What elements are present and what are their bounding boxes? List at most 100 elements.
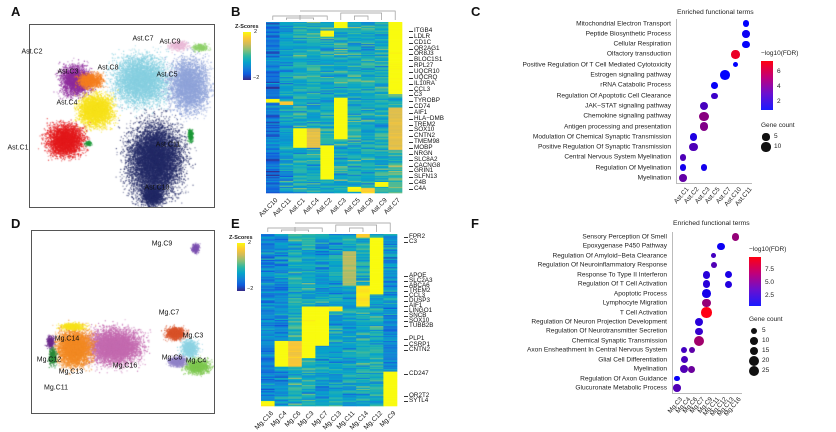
heatmap-cell	[288, 296, 303, 299]
gene-label: SOX10	[409, 317, 430, 324]
heatmap-cell	[334, 162, 348, 164]
heatmap-cell	[374, 101, 389, 103]
heatmap-cell	[279, 109, 294, 112]
heatmap-cell	[329, 316, 343, 318]
heatmap-cell	[356, 320, 371, 322]
heatmap-cell	[293, 35, 308, 37]
heatmap-cell	[274, 269, 289, 272]
heatmap-cell	[334, 119, 348, 122]
heatmap-cell	[301, 322, 316, 324]
heatmap-cell	[293, 157, 308, 160]
heatmap-cell	[374, 62, 389, 64]
heatmap-cell	[347, 117, 362, 119]
heatmap-cell	[347, 189, 362, 191]
heatmap-cell	[266, 130, 280, 133]
heatmap-cell	[361, 43, 376, 46]
heatmap-cell	[388, 151, 403, 153]
heatmap-cell	[334, 158, 348, 161]
heatmap-cell	[315, 237, 330, 240]
heatmap-cell	[342, 286, 357, 289]
heatmap-cell	[301, 350, 316, 353]
heatmap-cell	[334, 52, 348, 55]
heatmap-cell	[306, 86, 321, 89]
cluster-label: Ast.C1	[7, 144, 29, 152]
heatmap-cell	[388, 45, 403, 47]
heatmap-cell	[301, 300, 316, 302]
heatmap-cell	[315, 241, 330, 243]
heatmap-cell	[288, 247, 303, 250]
heatmap-cell	[274, 308, 289, 311]
gene-label: CNTN2	[409, 346, 430, 353]
heatmap-cell	[306, 111, 321, 113]
heatmap-cell	[369, 245, 384, 247]
heatmap-cell	[369, 253, 384, 256]
cluster-label: Mg.C6	[161, 354, 183, 362]
heatmap-cell	[388, 24, 403, 26]
heatmap-cell	[266, 145, 280, 147]
heatmap-cell	[383, 381, 398, 383]
heatmap-cell	[342, 363, 357, 365]
heatmap-cell	[279, 186, 294, 189]
heatmap-cell	[320, 56, 335, 58]
heatmap-cell	[279, 41, 294, 44]
heatmap-cell	[266, 163, 280, 166]
heatmap-cell	[329, 337, 343, 339]
heatmap-cell	[315, 280, 330, 283]
heatmap-cell	[320, 98, 335, 101]
heatmap-cell	[266, 161, 280, 163]
heatmap-cell	[388, 141, 403, 144]
heatmap-cell	[301, 235, 316, 237]
heatmap-cell	[274, 248, 289, 251]
heatmap-cell	[293, 190, 308, 193]
heatmap-cell	[293, 61, 308, 63]
heatmap-cell	[361, 29, 376, 31]
heatmap-cell	[347, 138, 362, 140]
heatmap-cell	[342, 350, 357, 353]
heatmap-cell	[279, 35, 294, 37]
heatmap-cell	[320, 81, 335, 84]
heatmap-cell	[342, 348, 357, 350]
heatmap-cell	[342, 394, 357, 397]
cluster-label: Mg.C12	[36, 356, 62, 364]
heatmap-cell	[288, 342, 303, 344]
heatmap-cell	[374, 177, 389, 179]
heatmap-cell	[266, 30, 280, 33]
heatmap-cell	[301, 394, 316, 397]
heatmap-cell	[347, 59, 362, 62]
heatmap-cell	[288, 308, 303, 311]
heatmap-cell	[369, 374, 384, 376]
heatmap-cell	[347, 76, 362, 79]
heatmap-cell	[261, 248, 275, 251]
heatmap-cell	[342, 372, 357, 375]
heatmap-cell	[274, 358, 289, 360]
heatmap-cell	[347, 84, 362, 86]
heatmap-cell	[306, 112, 321, 114]
heatmap-cell	[301, 364, 316, 366]
heatmap-cell	[288, 275, 303, 278]
heatmap-cell	[347, 191, 362, 194]
heatmap-cell	[356, 393, 371, 396]
heatmap-cell	[306, 180, 321, 183]
heatmap-cell	[347, 86, 362, 89]
heatmap-cell	[342, 283, 357, 285]
heatmap-cell	[334, 34, 348, 36]
heatmap-cell	[274, 305, 289, 307]
term-label: Apoptotic Process	[613, 290, 667, 298]
heatmap-cell	[361, 140, 376, 142]
heatmap-cell	[329, 372, 343, 375]
heatmap-cell	[383, 262, 398, 264]
gene-label: LDLR	[414, 32, 431, 40]
heatmap-cell	[329, 365, 343, 367]
heatmap-cell	[266, 46, 280, 48]
heatmap-cell	[347, 107, 362, 110]
heatmap-cell	[315, 279, 330, 281]
heatmap-cell	[261, 380, 275, 382]
heatmap-cell	[342, 355, 357, 358]
gene-label: SLC2A3	[409, 277, 433, 284]
heatmap-cell	[315, 296, 330, 299]
heatmap-cell	[388, 166, 403, 168]
heatmap-cell	[361, 69, 376, 72]
heatmap-cell	[274, 253, 289, 256]
heatmap-cell	[279, 87, 294, 90]
heatmap-cell	[388, 155, 403, 157]
